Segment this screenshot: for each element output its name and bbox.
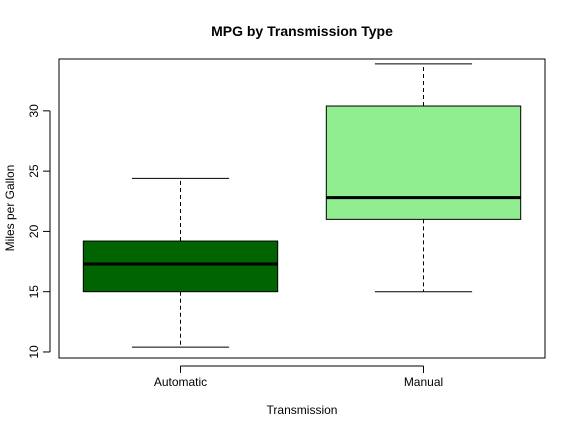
boxes-group <box>82 63 522 348</box>
iqr-box <box>325 105 522 220</box>
y-tick-label: 10 <box>27 345 41 359</box>
box-automatic <box>82 177 279 348</box>
y-axis-label: Miles per Gallon <box>3 165 17 252</box>
box-manual <box>325 63 522 293</box>
y-tick-label: 25 <box>27 164 41 178</box>
plot-frame <box>58 58 546 359</box>
y-axis: 10 15 20 25 30 <box>27 104 51 359</box>
x-axis-label: Transmission <box>267 403 338 417</box>
x-tick-label: Manual <box>404 375 443 389</box>
x-axis: Automatic Manual <box>154 365 443 389</box>
y-tick-label: 30 <box>27 104 41 118</box>
chart-title: MPG by Transmission Type <box>211 23 393 39</box>
iqr-box <box>82 240 279 293</box>
y-tick-label: 20 <box>27 224 41 238</box>
x-tick-label: Automatic <box>154 375 207 389</box>
y-tick-label: 15 <box>27 285 41 299</box>
